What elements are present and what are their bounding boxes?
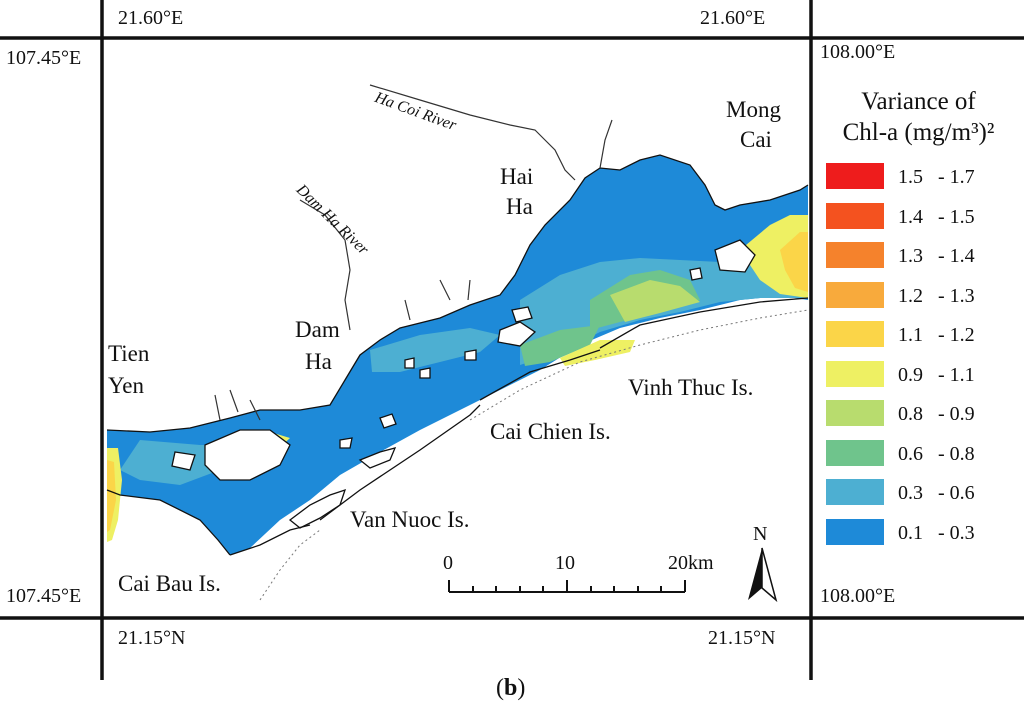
coord-bottom-right: 21.15°N xyxy=(708,627,776,649)
legend: Variance of Chl-a (mg/m³)² xyxy=(813,86,1024,149)
coord-top-right: 21.60°E xyxy=(700,7,766,29)
caption-letter: b xyxy=(504,675,518,701)
legend-swatch xyxy=(826,242,884,268)
legend-swatch xyxy=(826,439,884,466)
scale-label-10: 10 xyxy=(555,552,575,574)
variance-zone-11-12 xyxy=(107,460,116,532)
sand-outline xyxy=(469,309,809,421)
legend-range-label: 0.9 - 1.1 xyxy=(898,363,975,386)
scale-bar xyxy=(448,580,686,593)
variance-zone-06-08 xyxy=(520,325,600,366)
legend-range-label: 1.4 - 1.5 xyxy=(898,205,975,228)
north-label: N xyxy=(753,523,768,545)
legend-swatch xyxy=(826,400,884,426)
coord-top-left: 21.60°E xyxy=(118,7,184,29)
legend-range-label: 1.2 - 1.3 xyxy=(898,284,975,307)
coord-left-bottom: 107.45°E xyxy=(6,585,82,607)
legend-range-label: 1.5 - 1.7 xyxy=(898,166,975,188)
scale-label-20km: 20km xyxy=(668,552,714,574)
place-vinh-thuc: Vinh Thuc Is. xyxy=(628,375,754,400)
coord-bottom-left: 21.15°N xyxy=(118,627,186,649)
map-frame xyxy=(0,0,1024,680)
place-hai-ha-line2: Ha xyxy=(506,194,533,219)
legend-swatch xyxy=(826,281,884,308)
legend-swatch xyxy=(826,202,884,229)
place-cai-bau: Cai Bau Is. xyxy=(118,571,221,596)
legend-range-label: 0.1 - 0.3 xyxy=(898,521,975,544)
place-dam-ha-line1: Dam xyxy=(295,317,340,342)
islands xyxy=(171,239,756,529)
legend-title-line1: Variance of xyxy=(861,88,976,115)
legend-range-label: 0.8 - 0.9 xyxy=(898,403,975,425)
north-arrow-icon xyxy=(748,547,778,603)
legend-swatch xyxy=(826,518,884,545)
place-mong-cai-line2: Cai xyxy=(740,127,772,152)
coord-left-top: 107.45°E xyxy=(6,47,82,69)
coord-right-top: 108.00°E xyxy=(820,41,896,63)
legend-range-label: 0.3 - 0.6 xyxy=(898,482,975,504)
legend-title-line2: Chl-a (mg/m³)² xyxy=(842,119,995,147)
place-hai-ha-line1: Hai xyxy=(500,164,534,189)
place-dam-ha-line2: Ha xyxy=(305,349,332,374)
place-van-nuoc: Van Nuoc Is. xyxy=(350,507,470,532)
legend-swatch xyxy=(826,163,884,189)
legend-range-label: 1.1 - 1.2 xyxy=(898,324,975,346)
legend-swatch xyxy=(826,360,884,387)
variance-zone-03-06 xyxy=(370,328,500,372)
place-tien-yen-line1: Tien xyxy=(108,341,150,366)
legend-range-label: 0.6 - 0.8 xyxy=(898,442,975,465)
scale-label-0: 0 xyxy=(443,552,453,574)
coastline xyxy=(106,154,809,556)
legend-swatch xyxy=(826,479,884,505)
place-cai-chien: Cai Chien Is. xyxy=(490,419,611,444)
caption-close: ) xyxy=(517,675,526,701)
place-tien-yen-line2: Yen xyxy=(108,373,145,398)
coord-right-bottom: 108.00°E xyxy=(820,585,896,607)
figure-caption: (b) xyxy=(496,676,525,700)
variance-zone-11-12 xyxy=(780,232,808,292)
legend-title: Variance of Chl-a (mg/m³)² xyxy=(813,86,1024,149)
variance-zone-09-11 xyxy=(560,340,635,366)
legend-swatch xyxy=(826,321,884,347)
sand-outline xyxy=(259,529,321,601)
caption-open: ( xyxy=(496,675,504,701)
variance-zone-08-09 xyxy=(610,280,700,322)
legend-range-label: 1.3 - 1.4 xyxy=(898,245,975,267)
rivers xyxy=(214,84,613,421)
place-mong-cai-line1: Mong xyxy=(726,97,781,122)
